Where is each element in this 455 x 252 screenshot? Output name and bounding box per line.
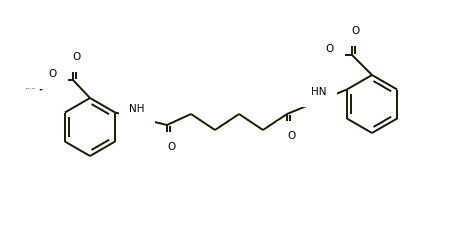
Text: O: O — [287, 131, 295, 141]
Text: O: O — [167, 142, 176, 152]
Text: O: O — [325, 44, 334, 54]
Text: HN: HN — [310, 87, 326, 97]
Text: O: O — [73, 52, 81, 62]
Text: O: O — [49, 69, 57, 79]
Text: O: O — [351, 26, 359, 36]
Text: methoxy_stub: methoxy_stub — [26, 87, 36, 89]
Text: NH: NH — [129, 104, 145, 114]
